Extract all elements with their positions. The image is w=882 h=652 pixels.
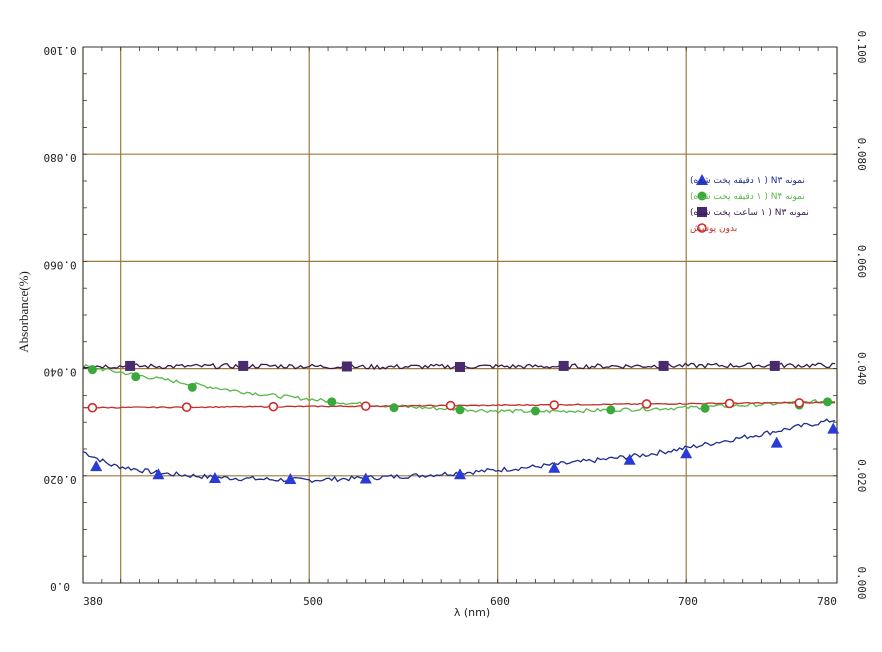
legend: نمونه N۳ ( ۱ دقیقه پخت شده) نمونه N۴ ( ۱ … [690,174,809,234]
series-marker [606,405,616,415]
series-lines [82,362,836,484]
x-tick-label: 380 [83,595,103,608]
y-tick-label-left: 0.040 [43,366,76,379]
series-marker [131,372,141,382]
series-marker [90,460,103,472]
x-tick-label: 700 [678,595,698,608]
y-tick-label-right: 0.060 [855,245,868,278]
series-marker [641,399,652,409]
series-marker [87,402,98,413]
series-marker [445,400,456,411]
series-marker [87,365,97,375]
legend-label: بدون پوشش [690,224,737,234]
series-marker [181,402,192,412]
series-marker [827,422,840,434]
series-marker [549,400,560,410]
series-marker [770,436,783,448]
series-line [82,401,836,409]
y-tick-label-left: 0.080 [43,151,76,164]
legend-marker [697,207,707,217]
y-tick-label-left: 0.020 [43,473,76,486]
series-marker [238,360,249,371]
plot-frame [82,46,838,584]
y-tick-label-left: 0.060 [43,258,76,271]
y-tick-label-right: 0.040 [855,352,868,385]
y-tick-label-right: 0.020 [855,459,868,492]
y-tick-label-right: 0.100 [855,30,868,63]
legend-label: نمونه N۴ ( ۱ دقیقه پخت شده) [690,192,805,202]
axis-ticks: 380 500 600 700 780 0.0 0.020 0.040 0.060 0.080 0.… [43,30,868,608]
series-marker [454,468,466,480]
series-marker [794,398,805,408]
series-marker [268,401,279,412]
legend-marker [697,191,707,201]
series-marker [658,360,669,371]
series-marker [769,360,780,371]
series-marker [530,406,540,416]
series-marker [680,447,693,459]
series-marker [623,453,636,465]
series-marker [341,361,352,372]
y-tick-label-right: 0.000 [855,566,868,599]
y-tick-label-left: 0.0 [50,580,70,593]
x-tick-label: 600 [490,595,510,608]
series-marker [125,360,136,371]
x-axis-label: λ (nm) [454,606,490,619]
y-axis-label: Absorbance(%) [16,271,31,353]
legend-marker [697,223,707,233]
series-marker [187,382,197,392]
series-marker [359,472,372,484]
y-tick-label-left: 0.100 [43,44,76,57]
y-tick-label-right: 0.080 [855,138,868,171]
series-marker [208,471,221,483]
series-marker [823,397,833,407]
legend-label: نمونه N۳ ( ۱ ساعت پخت شده) [690,208,809,218]
series-marker [724,398,735,409]
series-marker [455,361,465,372]
series-marker [558,360,569,371]
series-marker [152,468,165,480]
series-marker [284,473,297,485]
x-tick-label: 780 [817,595,837,608]
series-marker [360,401,371,411]
legend-marker [696,174,708,185]
series-marker [455,405,465,415]
series-marker [327,397,337,407]
x-tick-label: 500 [303,595,323,608]
series-markers [87,360,840,485]
series-marker [700,403,710,413]
series-marker [548,461,561,473]
series-marker [389,403,399,413]
legend-label: نمونه N۳ ( ۱ دقیقه پخت شده) [690,176,805,186]
grid-lines [82,47,838,583]
